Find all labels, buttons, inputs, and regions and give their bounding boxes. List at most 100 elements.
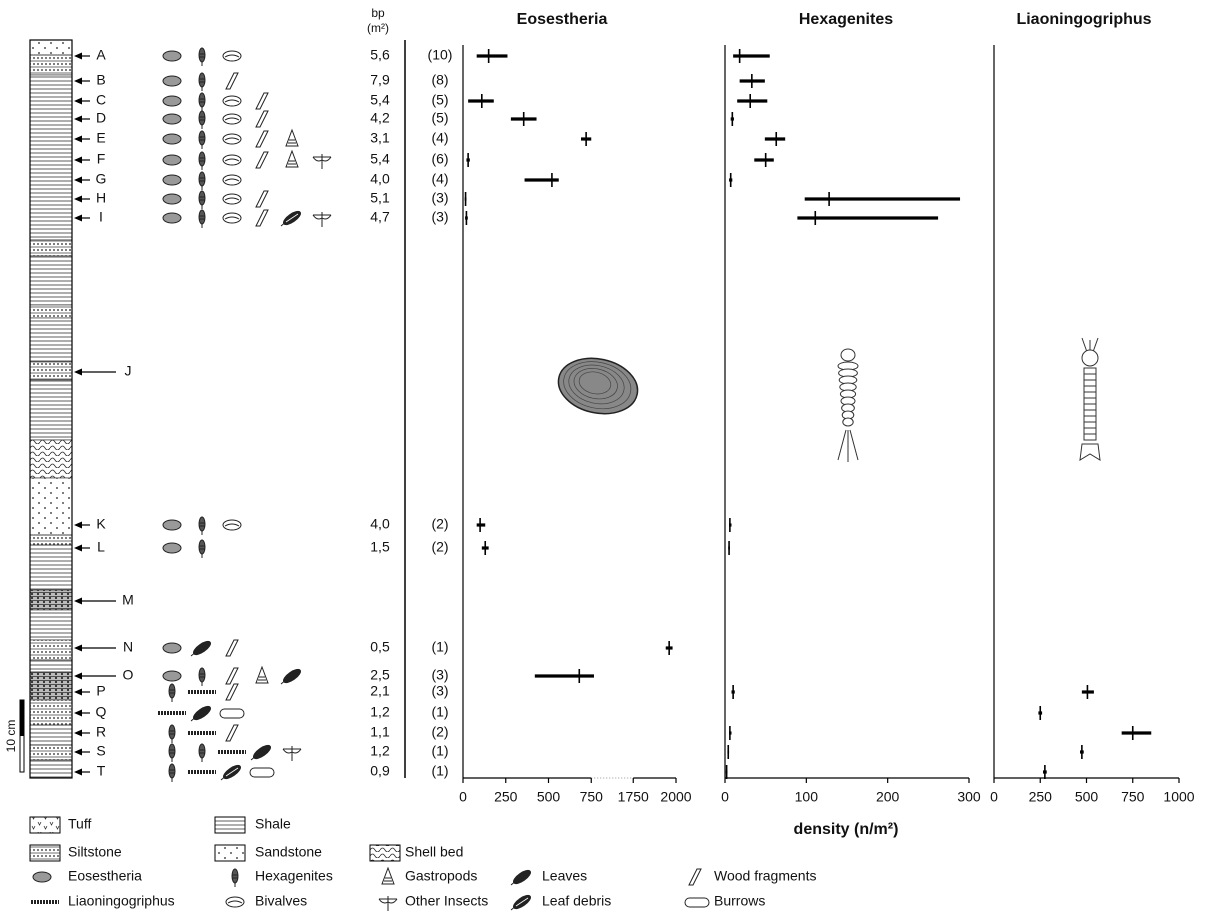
legend-label: Leaves (542, 868, 587, 884)
icon-shape (255, 190, 269, 208)
sample-count: (8) (431, 72, 448, 88)
level-label: G (96, 171, 107, 187)
icon-shape (224, 158, 240, 162)
fossil-icon (162, 542, 182, 554)
sample-count: (2) (431, 724, 448, 740)
level-label: Q (96, 704, 107, 720)
icon-shape (224, 137, 240, 141)
legend-label: Siltstone (68, 844, 122, 860)
arrow-head (74, 644, 82, 652)
fossil-icon (222, 193, 242, 205)
icon-shape (222, 95, 242, 107)
x-tick-label: 750 (1121, 789, 1145, 805)
icon-shape (255, 209, 269, 227)
level-label: M (122, 592, 134, 608)
bp-value: 0,9 (370, 763, 390, 779)
icon-shape (252, 744, 272, 760)
arrow-head (74, 156, 82, 164)
icon-shape (224, 54, 240, 58)
fossil-icon (250, 744, 272, 761)
icon-shape (199, 673, 205, 686)
icon-shape (198, 92, 206, 108)
icon-shape (169, 769, 175, 782)
growth-line (578, 371, 612, 395)
shrimp-segment (1083, 403, 1097, 411)
arrow-head (74, 214, 82, 222)
column-bed (29, 534, 73, 546)
growth-line (573, 368, 618, 400)
icon-shape (199, 749, 205, 762)
fossil-icon (162, 133, 182, 145)
legend-label: Shell bed (405, 844, 463, 860)
icon-shape (198, 72, 206, 88)
arrow-head (74, 77, 82, 85)
arrow-head (74, 176, 82, 184)
x-tick-label: 0 (459, 789, 467, 805)
bp-value: 0,5 (370, 639, 390, 655)
shrimp-segment (1083, 385, 1097, 393)
icon-shape (255, 151, 269, 169)
bp-value: 5,4 (370, 151, 390, 167)
icon-shape (225, 639, 239, 657)
icon-shape (222, 154, 242, 166)
bp-value: 4,0 (370, 171, 390, 187)
bp-value: 3,1 (370, 130, 390, 146)
icon-shape (224, 197, 240, 201)
icon-shape (222, 212, 242, 224)
icon-shape (381, 866, 395, 885)
fossil-icon (162, 154, 182, 166)
fossil-icon (198, 190, 206, 209)
arrow-head (74, 729, 82, 737)
icon-shape (222, 113, 242, 125)
icon-shape (169, 749, 175, 762)
icon-shape (222, 50, 242, 62)
fossil-icon (198, 47, 206, 66)
legend-swatch (29, 844, 61, 862)
legend-label: Hexagenites (255, 868, 333, 884)
shrimp-head (1081, 349, 1099, 367)
fossil-icon (285, 128, 299, 147)
fossil-icon (198, 130, 206, 149)
fossil-icon (225, 639, 239, 657)
insect-head (840, 348, 856, 362)
x-tick-label: 100 (795, 789, 819, 805)
icon-shape (512, 869, 532, 885)
icon-shape (198, 190, 206, 206)
sample-count: (5) (431, 110, 448, 126)
fossil-icon (255, 209, 269, 227)
fossil-icon (168, 724, 176, 743)
fossil-icon (222, 95, 242, 107)
x-tick-label: 500 (537, 789, 561, 805)
icon-shape (255, 92, 269, 110)
icon-shape (199, 545, 205, 558)
bp-value: 4,0 (370, 516, 390, 532)
level-label: I (99, 209, 103, 225)
icon-shape (162, 174, 182, 186)
bp-value: 5,6 (370, 47, 390, 63)
shrimp-segment (1083, 409, 1097, 417)
bp-value: 5,1 (370, 190, 390, 206)
fossil-icon (688, 868, 702, 886)
icon-shape (198, 130, 206, 146)
icon-shape (231, 868, 239, 884)
arrow-head (74, 768, 82, 776)
fossil-icon (285, 149, 299, 168)
icon-shape (312, 212, 332, 227)
shrimp-segment (1083, 373, 1097, 381)
fossil-icon (198, 743, 206, 762)
level-label: J (125, 363, 132, 379)
icon-shape (684, 897, 710, 908)
fossil-icon (280, 668, 302, 685)
fossil-icon (312, 212, 332, 227)
fossil-icon (162, 50, 182, 62)
fossil-icon (225, 667, 239, 685)
legend-label: Wood fragments (714, 868, 816, 884)
column-bed (29, 724, 73, 746)
arrow-head (74, 521, 82, 529)
fossil-icon (198, 171, 206, 190)
fossil-icon (684, 897, 710, 908)
column-bed (29, 544, 73, 591)
fossil-icon (168, 763, 176, 782)
icon-shape (224, 117, 240, 121)
bp-value: 5,4 (370, 92, 390, 108)
